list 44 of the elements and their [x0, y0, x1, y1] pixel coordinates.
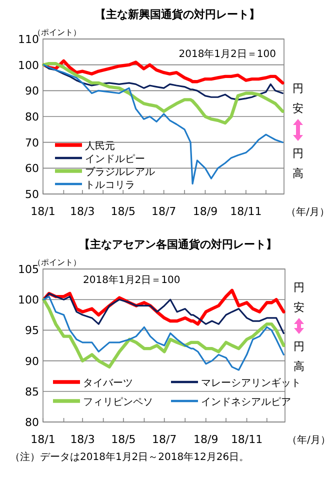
legend-label: マレーシアリンギット: [201, 377, 301, 389]
x-tick-label: 18/3: [70, 205, 95, 218]
legend-label: 人民元: [85, 141, 115, 152]
x-tick-label: 18/7: [152, 433, 177, 446]
y-tick-label: 100: [18, 58, 39, 72]
text: 円高: [292, 147, 304, 180]
y-tick-label: 80: [25, 416, 39, 429]
y-tick-label: 105: [18, 263, 39, 276]
y-tick-label: 90: [25, 84, 39, 98]
legend-label: フィリピンペソ: [83, 397, 153, 408]
x-tick-label: 18/9: [194, 433, 218, 446]
y-tick-label: 85: [25, 385, 39, 398]
x-tick-label: 18/3: [70, 433, 95, 446]
x-axis-title: （年/月）: [287, 434, 328, 446]
annotation: 2018年1月2日＝100: [178, 48, 276, 60]
x-tick-label: 18/1: [30, 205, 56, 218]
text: 円安: [294, 281, 304, 314]
x-tick-label: 18/5: [111, 433, 136, 446]
x-tick-label: 18/1: [30, 433, 56, 446]
y-tick-label: 50: [25, 188, 39, 201]
legend-label: インドルピー: [85, 154, 145, 165]
annotation: 2018年1月2日＝100: [83, 274, 180, 286]
x-axis-title: （年/月）: [286, 206, 328, 218]
y-tick-label: 90: [25, 354, 39, 368]
chart-title: 【主なアセアン各国通貨の対円レート】: [79, 238, 277, 251]
y-tick-label: 100: [18, 294, 39, 307]
y-tick-label: 110: [18, 33, 39, 46]
legend-label: タイバーツ: [83, 378, 133, 389]
chart-title: 【主な新興国通貨の対円レート】: [95, 8, 260, 21]
y-tick-label: 70: [25, 136, 39, 150]
text: 円安: [292, 82, 304, 115]
x-tick-label: 18/9: [192, 205, 218, 218]
legend-label: ブラジルレアル: [85, 166, 155, 178]
x-tick-label: 18/11: [230, 205, 262, 218]
x-tick-label: 18/5: [110, 205, 136, 218]
y-tick-label: 80: [25, 110, 39, 124]
x-tick-label: 18/7: [151, 205, 176, 218]
legend-label: トルコリラ: [85, 180, 135, 191]
legend-label: インドネシアルピア: [201, 397, 291, 408]
y-tick-label: 60: [25, 162, 39, 176]
text: （注）データは2018年1月2日～2018年12月26日。: [10, 451, 250, 463]
y-tick-label: 95: [25, 324, 39, 338]
text: 円高: [294, 340, 304, 373]
x-tick-label: 18/11: [230, 433, 263, 446]
